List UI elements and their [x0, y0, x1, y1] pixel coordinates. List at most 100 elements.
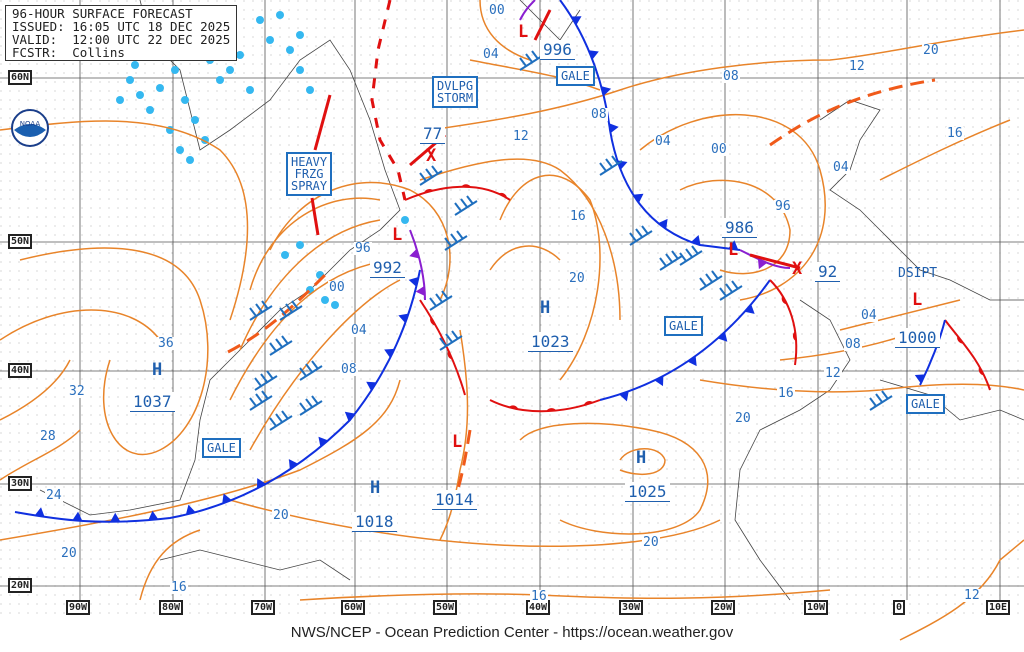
warm-front-symbol — [978, 366, 985, 376]
isobar-label: 12 — [848, 59, 866, 74]
wind-barb — [659, 250, 683, 271]
svg-text:NOAA: NOAA — [20, 120, 41, 128]
wind-barb — [454, 195, 478, 216]
latitude-label: 40N — [8, 363, 33, 378]
isobar-label: 20 — [60, 546, 78, 561]
wind-barb — [269, 335, 293, 356]
isobar-label: 04 — [654, 134, 672, 149]
storm-track-arrow — [749, 253, 801, 270]
isobar-label: 08 — [590, 107, 608, 122]
wind-barb — [429, 290, 453, 311]
isobar-label: 00 — [710, 142, 728, 157]
cold-front-symbol — [384, 348, 395, 358]
low-pressure-value: 92 — [815, 262, 841, 282]
occluded-front — [409, 229, 426, 301]
isobar-label: 04 — [832, 160, 850, 175]
isobar-label: 20 — [568, 271, 586, 286]
cold-front-symbol — [185, 504, 196, 515]
wind-barb — [279, 300, 303, 321]
storm-track-arrow — [313, 94, 332, 151]
wind-barb — [249, 300, 273, 321]
longitude-label: 60W — [341, 600, 366, 615]
isobar-label: 24 — [45, 488, 63, 503]
cold-front-symbol — [398, 313, 409, 324]
low-pressure-symbol: L — [728, 240, 739, 260]
isobar-label: 12 — [963, 588, 981, 603]
isobar-label: 08 — [722, 69, 740, 84]
low-pressure-symbol: L — [518, 22, 529, 42]
cold-front-symbol — [654, 375, 664, 387]
cold-front-symbol — [691, 234, 701, 246]
longitude-label: 0 — [893, 600, 906, 615]
wind-barb — [419, 165, 443, 186]
cold-front — [559, 0, 741, 251]
cold-front — [599, 279, 771, 401]
cold-front-symbol — [609, 123, 619, 134]
isobar-label: 96 — [774, 199, 792, 214]
longitude-label: 50W — [433, 600, 458, 615]
cold-front-symbol — [34, 507, 45, 517]
low-pressure-symbol: L — [912, 290, 923, 310]
high-pressure-symbol: H — [370, 478, 381, 498]
warm-front-symbol — [781, 295, 788, 305]
isobar-label: 04 — [350, 323, 368, 338]
isobar-label: 00 — [328, 280, 346, 295]
cold-front-symbol — [658, 218, 668, 230]
isobar-label: 16 — [569, 209, 587, 224]
low-pressure-value: 1000 — [895, 328, 940, 348]
isobar-label: 04 — [860, 308, 878, 323]
dissipating-label: DSIPT — [898, 266, 938, 281]
wind-barbs — [249, 50, 893, 431]
longitude-label: 30W — [619, 600, 644, 615]
high-pressure-symbol: H — [152, 360, 163, 380]
warm-front-symbol — [957, 335, 964, 344]
cold-front-symbol — [571, 16, 582, 26]
longitude-label: 10W — [804, 600, 829, 615]
warning-gale-4: GALE — [906, 394, 945, 414]
occluded-front — [519, 0, 536, 21]
isobar-label: 20 — [922, 43, 940, 58]
longitude-label: 80W — [159, 600, 184, 615]
low-pressure-value: 986 — [722, 218, 757, 238]
high-pressure-value: 1023 — [528, 332, 573, 352]
header-forecaster: FCSTR: Collins — [12, 45, 125, 60]
cold-front-symbol — [633, 193, 644, 203]
cold-front-symbol — [717, 331, 728, 342]
wind-barb — [699, 270, 723, 291]
warning-dvlpg-storm: DVLPG STORM — [432, 76, 479, 108]
low-pressure-symbol: X — [426, 146, 437, 166]
wind-barb — [629, 225, 653, 246]
warm-front-symbol — [430, 316, 436, 326]
credit-line: NWS/NCEP - Ocean Prediction Center - htt… — [290, 624, 734, 641]
warm-front-symbol — [792, 331, 797, 342]
low-pressure-symbol: X — [792, 259, 803, 279]
high-pressure-value: 1018 — [352, 512, 397, 532]
cold-front — [919, 319, 946, 386]
cold-front-symbol — [148, 510, 159, 521]
high-pressure-value: 1025 — [625, 482, 670, 502]
isobar-label: 16 — [170, 580, 188, 595]
longitude-label: 10E — [986, 600, 1011, 615]
coastlines — [39, 0, 1024, 601]
isobar-label: 12 — [512, 129, 530, 144]
low-pressure-value: 992 — [370, 258, 405, 278]
isobar-label: 16 — [777, 386, 795, 401]
storm-track-arrow — [310, 197, 320, 236]
cold-front-symbol — [344, 411, 355, 422]
longitude-label: 70W — [251, 600, 276, 615]
low-pressure-symbol: L — [392, 225, 403, 245]
low-pressure-value: 77 — [420, 124, 446, 144]
isobar-label: 04 — [482, 47, 500, 62]
isobar-label: 28 — [39, 429, 57, 444]
header-title: 96-HOUR SURFACE FORECAST — [12, 6, 193, 21]
cold-front-symbol — [222, 493, 232, 504]
wind-barb — [444, 230, 468, 251]
low-pressure-value: 996 — [540, 40, 575, 60]
cold-front-symbol — [914, 374, 926, 384]
forecast-header: 96-HOUR SURFACE FORECAST ISSUED: 16:05 UT… — [5, 5, 238, 61]
header-issued: ISSUED: 16:05 UTC 18 DEC 2025 — [12, 19, 231, 34]
cold-front-symbol — [110, 512, 121, 522]
cold-front-symbol — [619, 391, 629, 402]
cold-front-symbol — [601, 86, 612, 96]
